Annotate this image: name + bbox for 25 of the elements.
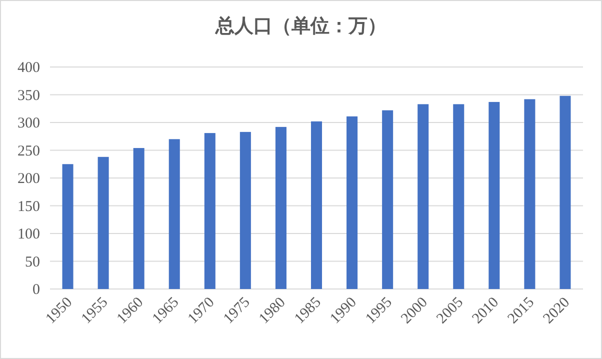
bar <box>98 156 109 289</box>
y-tick-label: 300 <box>18 116 40 132</box>
y-tick-label: 350 <box>18 88 40 104</box>
bar <box>488 102 500 289</box>
y-tick-label: 50 <box>25 254 40 270</box>
y-tick-label: 250 <box>18 143 40 160</box>
y-tick-label: 200 <box>18 171 40 187</box>
bar <box>560 96 571 289</box>
y-tick-label: 100 <box>18 226 40 242</box>
bar <box>62 164 74 289</box>
bar <box>382 110 394 289</box>
bar <box>418 104 429 289</box>
bar <box>453 104 464 289</box>
y-tick-label: 0 <box>32 282 40 298</box>
bar <box>133 148 144 289</box>
bar <box>168 139 180 289</box>
y-tick-label: 400 <box>18 60 40 76</box>
bar <box>310 121 322 289</box>
chart-title: 总人口（单位：万） <box>214 15 386 37</box>
bar <box>346 116 358 289</box>
bar <box>240 132 251 289</box>
bar <box>275 126 286 289</box>
bar <box>204 133 216 289</box>
y-tick-label: 150 <box>18 198 40 215</box>
bar <box>524 99 536 289</box>
